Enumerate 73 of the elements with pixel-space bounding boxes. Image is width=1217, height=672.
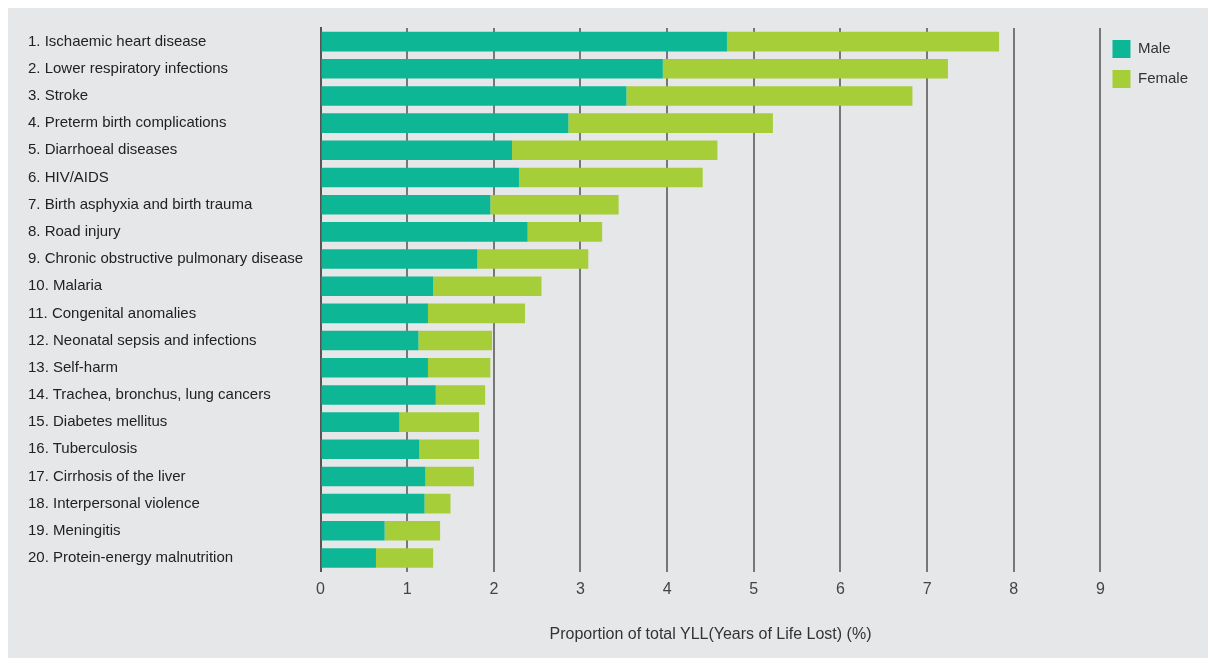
x-tick-label: 9 <box>1096 579 1106 597</box>
y-tick-label: 20. Protein-energy malnutrition <box>28 548 234 566</box>
y-tick-label: 6. HIV/AIDS <box>28 167 109 185</box>
bar <box>321 330 419 351</box>
bar <box>527 222 603 242</box>
x-axis-title: Proportion of total YLL(Years of Life Lost) (%) <box>549 624 872 642</box>
bar <box>435 385 486 405</box>
y-tick-label: 4. Preterm birth complications <box>28 113 227 131</box>
bar <box>512 140 718 161</box>
y-tick-label: 11. Congenital anomalies <box>28 303 197 321</box>
bar <box>321 86 627 106</box>
bar <box>568 113 773 133</box>
bar <box>321 113 569 133</box>
x-tick-label: 5 <box>749 579 759 597</box>
y-tick-label: 15. Diabetes mellitus <box>28 412 168 430</box>
bar <box>375 548 434 568</box>
bar <box>384 521 441 541</box>
y-tick-label: 12. Neonatal sepsis and infections <box>28 330 257 348</box>
bar <box>419 439 480 460</box>
bar <box>321 439 420 460</box>
y-tick-label: 8. Road injury <box>28 221 122 239</box>
x-tick-label: 7 <box>922 579 932 597</box>
y-tick-label: 10. Malaria <box>28 276 103 294</box>
x-tick-label: 6 <box>836 579 846 597</box>
y-tick-label: 1. Ischaemic heart disease <box>28 31 207 49</box>
bar <box>427 357 491 378</box>
y-tick-label: 18. Interpersonal violence <box>28 493 200 511</box>
bar <box>726 31 1000 52</box>
y-tick-label: 9. Chronic obstructive pulmonary disease <box>28 249 304 267</box>
legend-label: Male <box>1137 39 1171 57</box>
bar <box>321 412 400 432</box>
bar <box>321 58 663 79</box>
y-tick-label: 14. Trachea, bronchus, lung cancers <box>28 385 271 403</box>
y-tick-label: 7. Birth asphyxia and birth trauma <box>28 194 253 212</box>
x-tick-label: 4 <box>662 579 672 597</box>
bar <box>321 194 491 215</box>
bar <box>321 303 428 324</box>
bar <box>518 167 703 188</box>
bar <box>399 412 480 432</box>
x-tick-label: 1 <box>402 579 412 597</box>
bar <box>321 31 727 52</box>
bar <box>321 357 428 378</box>
bar <box>477 249 589 269</box>
bar <box>321 140 513 161</box>
bar <box>424 493 451 514</box>
bar <box>321 385 436 405</box>
y-tick-label: 3. Stroke <box>28 86 89 104</box>
bar <box>433 276 542 296</box>
x-tick-label: 3 <box>576 579 586 597</box>
bar <box>321 493 425 514</box>
bar <box>321 466 426 487</box>
y-tick-label: 17. Cirrhosis of the liver <box>28 466 186 484</box>
y-tick-label: 5. Diarrhoeal diseases <box>28 140 178 158</box>
bar <box>425 466 474 487</box>
bar <box>321 521 385 541</box>
y-tick-label: 16. Tuberculosis <box>28 439 138 457</box>
bar <box>321 222 528 242</box>
bar <box>626 86 913 106</box>
y-tick-label: 2. Lower respiratory infections <box>28 58 229 76</box>
x-tick-label: 0 <box>316 579 326 597</box>
bar <box>490 194 619 215</box>
bar <box>321 548 376 568</box>
x-tick-label: 8 <box>1009 579 1019 597</box>
y-tick-label: 19. Meningitis <box>28 520 121 538</box>
bar <box>321 167 519 188</box>
bar <box>418 330 493 351</box>
bar <box>427 303 526 324</box>
bar <box>321 249 478 269</box>
bar <box>662 58 948 79</box>
x-tick-label: 2 <box>489 579 499 597</box>
y-tick-label: 13. Self-harm <box>28 357 119 375</box>
legend-label: Female <box>1137 69 1189 87</box>
bar <box>321 276 434 296</box>
